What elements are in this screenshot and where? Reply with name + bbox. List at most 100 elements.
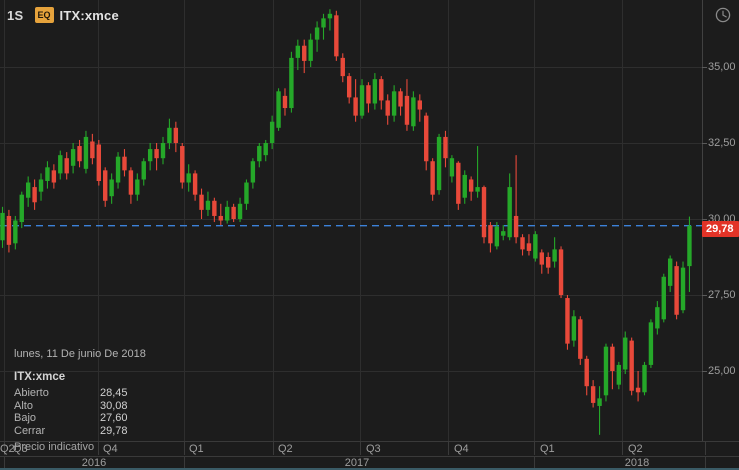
candle-body <box>32 187 37 203</box>
instrument-type-badge: EQ <box>34 7 54 23</box>
candle-body <box>513 215 519 238</box>
candle-body <box>205 200 211 210</box>
candle-body <box>462 174 467 198</box>
candle-body <box>552 249 557 262</box>
candle-body <box>51 170 57 183</box>
candle-body <box>558 249 564 295</box>
candle-body <box>648 322 654 365</box>
candle-body <box>58 155 63 174</box>
timeframe-label[interactable]: 1S <box>7 7 24 23</box>
candle-body <box>578 319 583 359</box>
candle-body <box>436 136 442 191</box>
candle-body <box>103 170 108 201</box>
candle-body <box>379 79 384 101</box>
candle-body <box>494 226 500 247</box>
candle-body <box>13 220 18 244</box>
candle-body <box>340 57 345 77</box>
candle-body <box>154 149 159 159</box>
candle-body <box>167 127 172 143</box>
candle-body <box>661 276 666 320</box>
candle-body <box>250 161 256 183</box>
candle-body <box>366 85 371 104</box>
quarter-label: Q1 <box>540 443 555 455</box>
candle-body <box>269 121 275 143</box>
candle-body <box>147 149 153 162</box>
year-label: 2016 <box>81 457 107 469</box>
price-tick-label: 27,50 <box>708 289 736 301</box>
candle-body <box>346 76 352 98</box>
candle-body <box>77 146 82 162</box>
candle-body <box>263 143 268 156</box>
candle-body <box>0 212 5 241</box>
quarter-label: Q4 <box>454 443 469 455</box>
candle-body <box>539 252 544 265</box>
candle-body <box>430 161 435 195</box>
quarter-label: Q2 <box>278 443 293 455</box>
candle-body <box>507 187 512 238</box>
candle-body <box>597 398 602 406</box>
candle-body <box>603 346 609 396</box>
candle-body <box>501 231 506 236</box>
candle-body <box>353 97 358 116</box>
candle-body <box>302 45 307 61</box>
candle-body <box>610 346 615 371</box>
candle-body <box>635 387 641 393</box>
candle-body <box>109 179 114 197</box>
candle-body <box>314 27 320 40</box>
candle-body <box>680 267 686 311</box>
candle-body <box>411 97 416 127</box>
candle-body <box>135 179 140 195</box>
year-label: 2018 <box>624 457 650 469</box>
candle-body <box>45 167 50 181</box>
quarter-label: Q2 <box>628 443 643 455</box>
candle-body <box>186 173 191 183</box>
candle-body <box>546 257 551 268</box>
candle-body <box>231 206 236 219</box>
candle-body <box>623 337 628 370</box>
candle-body <box>449 158 455 177</box>
candle-body <box>391 91 397 116</box>
candle-body <box>160 143 166 159</box>
candle-body <box>225 206 230 221</box>
candle-body <box>372 79 378 104</box>
candle-body <box>38 179 44 192</box>
candle-body <box>475 187 480 192</box>
chart-header: 1S EQ ITX:xmce <box>7 6 119 24</box>
candle-body <box>481 187 487 238</box>
candle-body <box>565 298 570 344</box>
candle-body <box>257 146 262 162</box>
clock-icon[interactable] <box>714 6 732 24</box>
candle-body <box>244 182 249 204</box>
symbol-label[interactable]: ITX:xmce <box>59 7 119 23</box>
candle-body <box>212 200 217 216</box>
candle-body <box>590 386 596 403</box>
candle-body <box>404 95 410 125</box>
last-price-badge: 29,78 <box>702 221 739 237</box>
candle-body <box>282 95 288 109</box>
candle-body <box>642 364 647 393</box>
candle-body <box>180 146 185 183</box>
candle-body <box>674 266 679 315</box>
candle-body <box>359 85 365 116</box>
candle-body <box>533 234 538 259</box>
candle-body <box>468 179 474 192</box>
candle-body <box>308 39 313 61</box>
price-tick-label: 25,00 <box>708 365 736 377</box>
candle-body <box>192 173 198 195</box>
candle-body <box>334 15 339 57</box>
candle-body <box>173 127 179 143</box>
candle-body <box>237 203 243 219</box>
candle-body <box>64 158 69 174</box>
candle-body <box>70 149 76 166</box>
quarter-label: Q4 <box>103 443 118 455</box>
candle-body <box>456 162 461 204</box>
candle-body <box>424 115 429 162</box>
candle-body <box>488 225 493 244</box>
candle-body <box>629 340 634 391</box>
quarter-label: Q1 <box>189 443 204 455</box>
candle-body <box>289 57 294 109</box>
candle-body <box>687 225 692 267</box>
candle-body <box>443 136 448 159</box>
price-tick-label: 32,50 <box>708 137 736 149</box>
